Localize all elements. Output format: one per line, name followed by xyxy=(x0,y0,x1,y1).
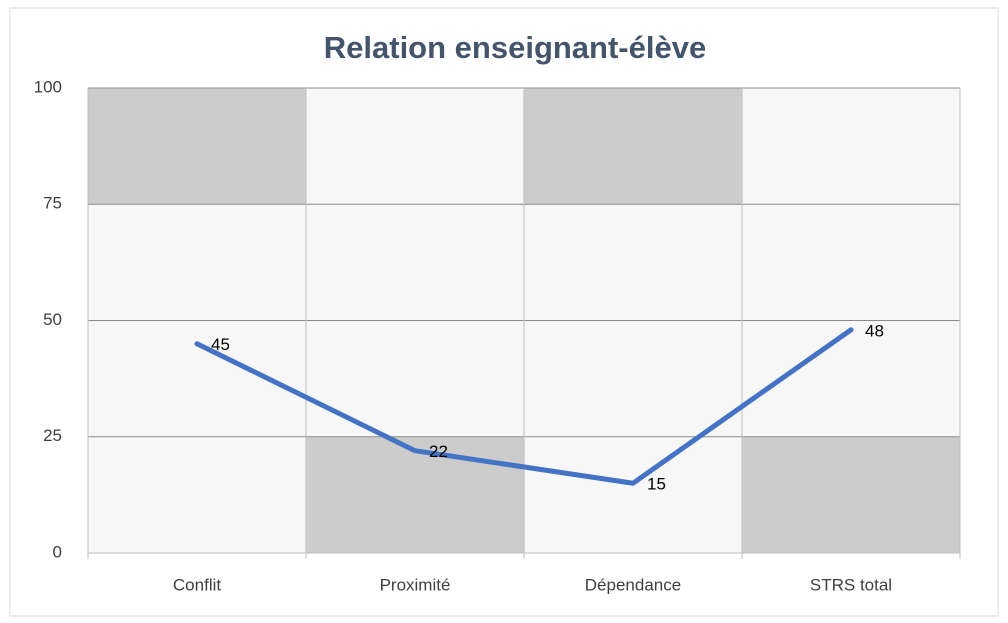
y-tick-label: 100 xyxy=(34,77,62,96)
x-tick-label: Dépendance xyxy=(585,575,681,594)
data-line xyxy=(194,327,854,486)
y-tick-label: 25 xyxy=(43,426,62,445)
data-label: 45 xyxy=(211,335,230,354)
y-tick-label: 75 xyxy=(43,194,62,213)
x-tick-label: STRS total xyxy=(810,575,892,594)
data-label: 48 xyxy=(865,321,884,340)
x-tick-label: Conflit xyxy=(173,575,221,594)
data-label: 15 xyxy=(647,475,666,494)
y-tick-label: 0 xyxy=(53,542,62,561)
data-label: 22 xyxy=(429,442,448,461)
shaded-zone xyxy=(88,88,306,205)
chart-title: Relation enseignant-élève xyxy=(324,30,706,65)
y-tick-label: 50 xyxy=(43,310,62,329)
shaded-zone xyxy=(306,436,524,553)
shaded-zone xyxy=(742,436,960,553)
shaded-zone xyxy=(524,88,742,205)
x-tick-label: Proximité xyxy=(380,575,451,594)
